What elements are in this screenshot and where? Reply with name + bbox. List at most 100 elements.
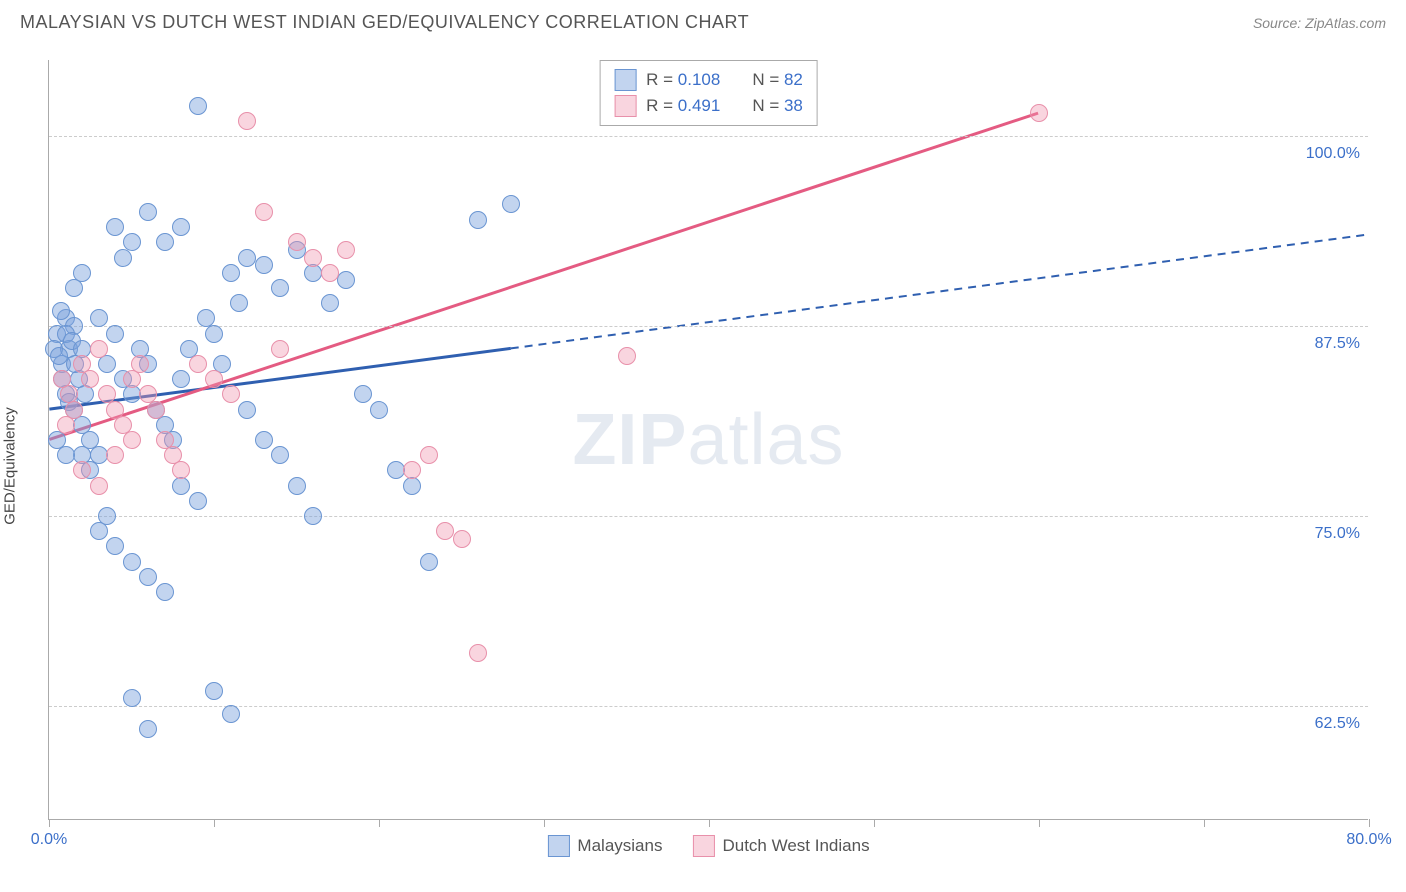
- legend-row: R = 0.108 N = 82: [614, 67, 803, 93]
- data-point: [189, 355, 207, 373]
- data-point: [222, 705, 240, 723]
- y-axis-label: GED/Equivalency: [2, 407, 19, 525]
- data-point: [90, 446, 108, 464]
- data-point: [189, 97, 207, 115]
- data-point: [321, 294, 339, 312]
- chart-container: GED/Equivalency ZIPatlas R = 0.108 N = 8…: [0, 40, 1406, 892]
- x-tick: [1204, 819, 1205, 827]
- source-label: Source: ZipAtlas.com: [1253, 15, 1386, 31]
- chart-title: MALAYSIAN VS DUTCH WEST INDIAN GED/EQUIV…: [20, 12, 749, 33]
- data-point: [255, 431, 273, 449]
- data-point: [106, 537, 124, 555]
- data-point: [114, 249, 132, 267]
- data-point: [172, 461, 190, 479]
- data-point: [420, 553, 438, 571]
- data-point: [106, 325, 124, 343]
- watermark: ZIPatlas: [572, 399, 844, 481]
- x-tick: [1369, 819, 1370, 827]
- data-point: [387, 461, 405, 479]
- data-point: [271, 446, 289, 464]
- data-point: [321, 264, 339, 282]
- data-point: [255, 256, 273, 274]
- scatter-plot: ZIPatlas R = 0.108 N = 82 R = 0.491 N = …: [48, 60, 1368, 820]
- data-point: [106, 446, 124, 464]
- legend-swatch: [547, 835, 569, 857]
- data-point: [288, 477, 306, 495]
- x-tick: [379, 819, 380, 827]
- data-point: [90, 309, 108, 327]
- grid-line: [49, 516, 1368, 517]
- data-point: [156, 233, 174, 251]
- data-point: [354, 385, 372, 403]
- data-point: [52, 302, 70, 320]
- series-legend: Malaysians Dutch West Indians: [547, 835, 869, 857]
- data-point: [147, 401, 165, 419]
- data-point: [73, 264, 91, 282]
- correlation-legend: R = 0.108 N = 82 R = 0.491 N = 38: [599, 60, 818, 126]
- data-point: [222, 264, 240, 282]
- data-point: [98, 355, 116, 373]
- data-point: [73, 461, 91, 479]
- legend-swatch: [614, 69, 636, 91]
- x-tick: [709, 819, 710, 827]
- legend-n-label: N = 82: [752, 70, 803, 90]
- legend-label: Malaysians: [577, 836, 662, 856]
- x-tick: [1039, 819, 1040, 827]
- data-point: [255, 203, 273, 221]
- y-tick-label: 87.5%: [1315, 335, 1360, 353]
- data-point: [90, 340, 108, 358]
- data-point: [172, 370, 190, 388]
- data-point: [337, 241, 355, 259]
- x-tick-label: 80.0%: [1346, 831, 1391, 849]
- data-point: [139, 203, 157, 221]
- data-point: [436, 522, 454, 540]
- data-point: [469, 644, 487, 662]
- chart-header: MALAYSIAN VS DUTCH WEST INDIAN GED/EQUIV…: [0, 0, 1406, 41]
- legend-swatch: [614, 95, 636, 117]
- y-tick-label: 62.5%: [1315, 715, 1360, 733]
- data-point: [502, 195, 520, 213]
- data-point: [172, 218, 190, 236]
- legend-label: Dutch West Indians: [722, 836, 869, 856]
- x-tick: [544, 819, 545, 827]
- data-point: [271, 279, 289, 297]
- data-point: [205, 325, 223, 343]
- data-point: [1030, 104, 1048, 122]
- y-tick-label: 100.0%: [1306, 145, 1360, 163]
- data-point: [123, 553, 141, 571]
- data-point: [403, 461, 421, 479]
- x-tick: [49, 819, 50, 827]
- data-point: [618, 347, 636, 365]
- data-point: [230, 294, 248, 312]
- data-point: [238, 112, 256, 130]
- data-point: [304, 249, 322, 267]
- data-point: [98, 507, 116, 525]
- x-tick: [874, 819, 875, 827]
- data-point: [57, 446, 75, 464]
- data-point: [189, 492, 207, 510]
- data-point: [453, 530, 471, 548]
- data-point: [57, 416, 75, 434]
- data-point: [271, 340, 289, 358]
- legend-r-label: R = 0.108: [646, 70, 720, 90]
- data-point: [131, 355, 149, 373]
- x-tick-label: 0.0%: [31, 831, 67, 849]
- grid-line: [49, 326, 1368, 327]
- data-point: [50, 347, 68, 365]
- legend-item: Malaysians: [547, 835, 662, 857]
- legend-row: R = 0.491 N = 38: [614, 93, 803, 119]
- data-point: [288, 233, 306, 251]
- data-point: [205, 682, 223, 700]
- data-point: [81, 370, 99, 388]
- data-point: [139, 720, 157, 738]
- legend-item: Dutch West Indians: [692, 835, 869, 857]
- data-point: [205, 370, 223, 388]
- data-point: [156, 583, 174, 601]
- data-point: [139, 568, 157, 586]
- data-point: [370, 401, 388, 419]
- legend-r-label: R = 0.491: [646, 96, 720, 116]
- grid-line: [49, 706, 1368, 707]
- y-tick-label: 75.0%: [1315, 525, 1360, 543]
- grid-line: [49, 136, 1368, 137]
- data-point: [469, 211, 487, 229]
